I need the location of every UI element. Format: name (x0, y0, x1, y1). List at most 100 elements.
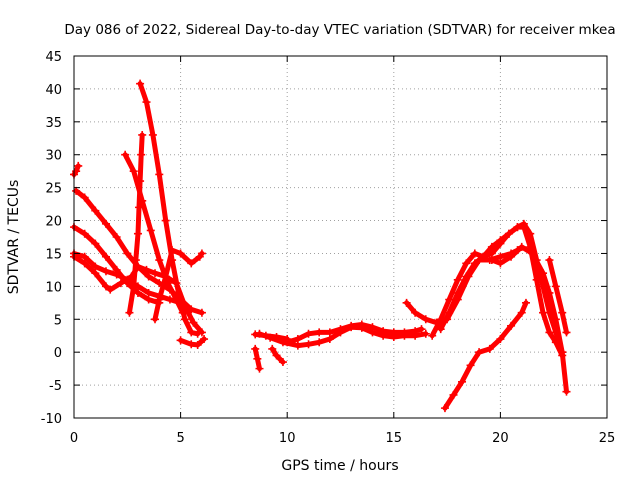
data-point (411, 327, 420, 336)
data-series-arc-18 (436, 223, 567, 360)
data-point (116, 279, 125, 288)
data-point (453, 288, 462, 297)
data-point (504, 229, 513, 238)
data-point (440, 404, 449, 413)
data-point (138, 130, 147, 139)
data-point (155, 295, 164, 304)
y-tick-label: 30 (45, 149, 62, 164)
data-point (389, 328, 398, 337)
data-point (487, 242, 496, 251)
data-point (272, 351, 281, 360)
data-point (200, 335, 209, 344)
data-point (470, 259, 479, 268)
data-point (462, 259, 471, 268)
data-point (155, 256, 164, 265)
chart-title: Day 086 of 2022, Sidereal Day-to-day VTE… (64, 22, 615, 38)
x-axis-label: GPS time / hours (281, 458, 398, 474)
data-point (519, 223, 528, 232)
data-point (462, 272, 471, 281)
data-point (357, 320, 366, 329)
data-point (178, 308, 187, 317)
data-point (144, 272, 153, 281)
data-series-arc-21 (545, 256, 571, 337)
data-point (172, 295, 181, 304)
data-point (80, 259, 89, 268)
data-point (129, 167, 138, 176)
data-point (562, 328, 571, 337)
data-point (315, 328, 324, 337)
data-point (142, 265, 151, 274)
data-point (379, 327, 388, 336)
data-point (421, 329, 430, 338)
data-point (112, 233, 121, 241)
data-series-arc-20 (487, 242, 571, 396)
data-point (253, 354, 262, 363)
data-point (336, 325, 345, 334)
data-point (496, 335, 505, 344)
data-point (400, 328, 409, 337)
data-point (146, 226, 155, 235)
data-point (91, 206, 100, 215)
data-point (151, 315, 160, 324)
data-point (507, 321, 516, 330)
data-point (133, 229, 142, 238)
data-point (453, 275, 462, 284)
y-tick-label: 5 (54, 313, 62, 328)
data-point (411, 308, 420, 317)
data-point (197, 249, 206, 258)
data-series-arc-10 (176, 335, 209, 349)
data-point (268, 344, 277, 353)
data-point (558, 308, 567, 317)
data-point (293, 335, 302, 344)
data-point (475, 348, 484, 357)
data-point (168, 246, 177, 255)
data-point (80, 229, 89, 238)
series-line (442, 300, 529, 411)
data-point (496, 259, 505, 268)
data-point (539, 308, 548, 317)
data-point (517, 308, 526, 317)
data-point (251, 344, 260, 353)
y-tick-label: -10 (41, 412, 62, 427)
data-point (417, 325, 426, 334)
data-point (91, 269, 100, 278)
data-point (304, 340, 313, 349)
data-point (528, 249, 537, 258)
data-point (551, 282, 560, 291)
data-point (176, 336, 185, 345)
x-tick-label: 5 (176, 431, 184, 446)
y-tick-label: 35 (45, 116, 62, 131)
axis-tick-labels: 0 5 10 15 20 25 -10 -5 0 5 10 15 20 25 30 35 40 45 (41, 50, 616, 446)
data-point (137, 150, 146, 159)
data-point (562, 387, 571, 396)
series-line (152, 247, 205, 322)
data-point (121, 150, 130, 159)
data-point (125, 308, 134, 317)
data-point (193, 329, 202, 338)
data-point (106, 285, 115, 294)
data-series-arc-6 (125, 130, 147, 317)
data-point (255, 364, 264, 373)
data-point (428, 331, 437, 340)
data-point (189, 318, 198, 327)
y-tick-label: 15 (45, 247, 62, 262)
data-point (180, 315, 189, 324)
data-series-arc-7 (136, 79, 202, 338)
data-point (161, 216, 170, 225)
data-point (72, 167, 81, 176)
data-point (487, 256, 496, 265)
data-point (470, 249, 479, 258)
data-point (278, 358, 287, 367)
data-point (325, 328, 334, 337)
data-point (174, 288, 183, 297)
data-series-arc-8 (121, 150, 187, 317)
data-point (315, 338, 324, 347)
data-point (545, 328, 554, 337)
data-point (545, 288, 554, 297)
x-tick-label: 15 (386, 431, 403, 446)
data-point (402, 298, 411, 307)
data-point (421, 315, 430, 324)
data-point (283, 338, 292, 347)
y-tick-label: 10 (45, 280, 62, 295)
series-line (489, 244, 569, 395)
